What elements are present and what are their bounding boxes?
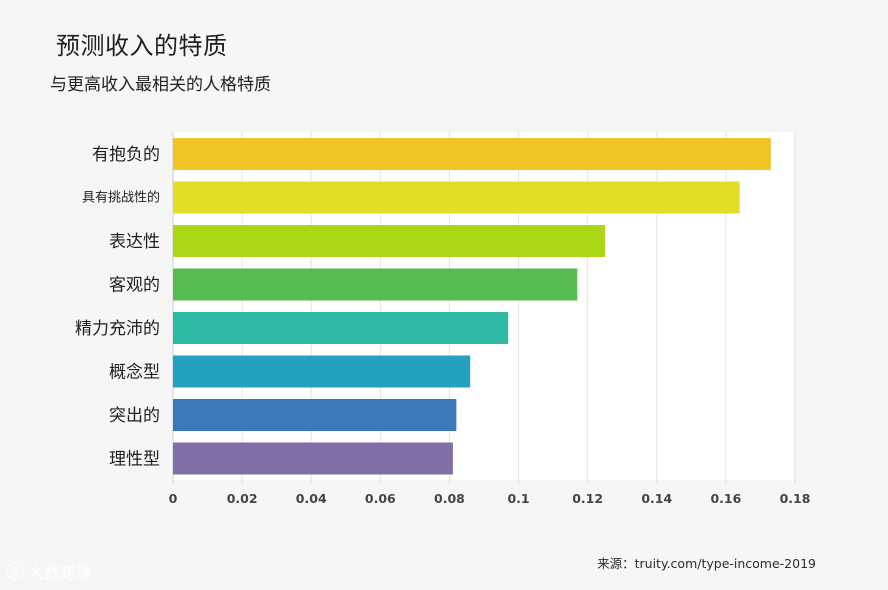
bar-1 (173, 181, 740, 214)
category-label-2: 表达性 (109, 232, 160, 252)
bar-5 (173, 355, 471, 388)
bar-7 (173, 442, 453, 475)
x-tick-label-9: 0.18 (780, 491, 811, 506)
x-tick-label-4: 0.08 (434, 491, 465, 506)
x-tick-label-5: 0.1 (507, 491, 529, 506)
category-label-7: 理性型 (109, 450, 160, 470)
x-tick-label-3: 0.06 (365, 491, 396, 506)
bar-2 (173, 225, 605, 257)
category-label-4: 精力充沛的 (75, 319, 160, 339)
bar-0 (173, 138, 771, 170)
chart-subtitle: 与更高收入最相关的人格特质 (50, 75, 271, 95)
bar-3 (173, 268, 578, 301)
x-tick-label-2: 0.04 (296, 491, 327, 506)
chart-title: 预测收入的特质 (56, 32, 228, 60)
bar-6 (173, 399, 457, 431)
x-tick-label-8: 0.16 (710, 491, 741, 506)
category-label-6: 突出的 (109, 406, 160, 426)
x-tick-label-6: 0.12 (572, 491, 603, 506)
category-label-3: 客观的 (109, 276, 160, 296)
category-label-0: 有抱负的 (92, 145, 160, 165)
category-label-5: 概念型 (109, 362, 160, 383)
bar-4 (173, 312, 509, 344)
category-label-1: 具有挑战性的 (82, 190, 160, 206)
x-tick-label-7: 0.14 (641, 491, 672, 506)
x-tick-label-0: 0 (169, 491, 178, 506)
watermark-text: 大数跨境 (28, 563, 93, 582)
source-note: 来源：truity.com/type-income-2019 (597, 556, 816, 571)
watermark-logo-icon: ◎ (6, 562, 24, 580)
x-tick-label-1: 0.02 (227, 491, 258, 506)
watermark: ◎ 大数跨境 (6, 559, 92, 583)
